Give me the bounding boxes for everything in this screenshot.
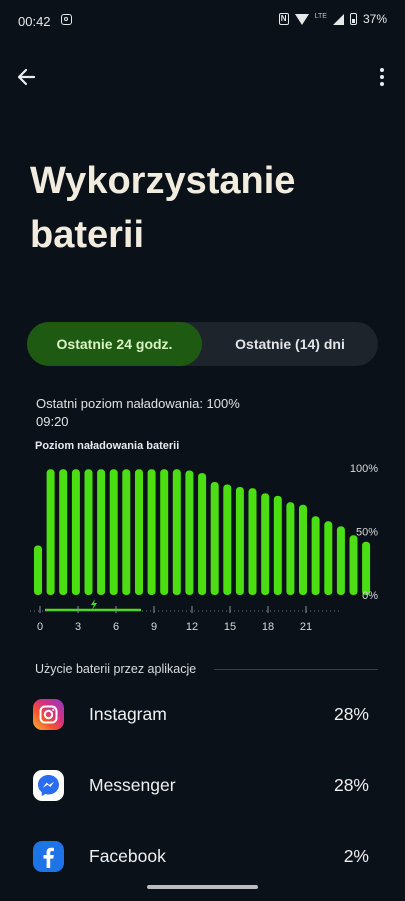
chart-bar xyxy=(185,470,194,595)
chart-bar xyxy=(235,487,244,595)
section-divider xyxy=(214,669,378,670)
battery-icon xyxy=(349,13,357,25)
y-tick-label: 0% xyxy=(362,590,378,602)
x-tick-label: 6 xyxy=(113,621,119,633)
x-tick-label: 0 xyxy=(37,621,43,633)
x-tick-label: 9 xyxy=(151,621,157,633)
tab-last-24h[interactable]: Ostatnie 24 godz. xyxy=(27,322,202,366)
app-percent: 28% xyxy=(333,704,369,724)
page-title: Wykorzystanie baterii xyxy=(30,154,370,262)
chart-bar xyxy=(71,469,80,595)
app-row-messenger[interactable]: Messenger 28% xyxy=(0,770,405,830)
x-tick-label: 15 xyxy=(224,621,236,633)
chart-bar xyxy=(97,469,106,595)
chart-bar xyxy=(84,469,93,595)
signal-icon xyxy=(332,13,344,25)
app-name: Messenger xyxy=(89,775,176,795)
facebook-icon xyxy=(33,841,64,872)
status-bar: 00:42 N LTE 37% xyxy=(0,0,405,44)
chart-bar xyxy=(59,469,68,595)
app-name: Instagram xyxy=(89,704,167,724)
x-tick-label: 12 xyxy=(186,621,198,633)
messenger-icon xyxy=(33,770,64,801)
wifi-icon xyxy=(294,13,309,25)
chart-title: Poziom naładowania baterii xyxy=(35,440,180,452)
chart-bar xyxy=(160,469,169,595)
chart-bar xyxy=(261,493,270,595)
last-charge-text: Ostatni poziom naładowania: 100% xyxy=(36,396,240,411)
tab-last-14-days[interactable]: Ostatnie (14) dni xyxy=(235,336,345,352)
status-icons: N LTE 37% xyxy=(278,12,387,26)
last-charge-time: 09:20 xyxy=(36,414,69,429)
nfc-icon: N xyxy=(278,13,289,25)
page-title-line1: Wykorzystanie xyxy=(30,160,296,202)
chart-bar xyxy=(34,545,42,595)
chart-bar xyxy=(135,469,143,595)
chart-bar xyxy=(324,521,333,595)
chart-bar xyxy=(248,488,257,595)
back-arrow-icon[interactable] xyxy=(14,64,40,90)
x-tick-label: 3 xyxy=(75,621,81,633)
app-row-instagram[interactable]: Instagram 28% xyxy=(0,699,405,759)
chart-bar xyxy=(46,469,55,595)
x-tick-label: 18 xyxy=(262,621,274,633)
chart-bar xyxy=(198,473,207,595)
network-type-label: LTE xyxy=(314,12,327,20)
app-name: Facebook xyxy=(89,846,166,866)
app-percent: 2% xyxy=(343,846,369,866)
chart-bar xyxy=(299,504,307,595)
app-percent: 28% xyxy=(333,775,369,795)
chart-bar xyxy=(122,469,131,595)
time-range-tabs: Ostatnie 24 godz. Ostatnie (14) dni xyxy=(27,322,378,366)
status-time: 00:42 xyxy=(18,14,51,29)
chart-bar xyxy=(349,535,358,595)
app-row-facebook[interactable]: Facebook 2% xyxy=(0,841,405,901)
more-options-icon[interactable] xyxy=(371,64,393,90)
charging-bolt-icon xyxy=(91,599,97,610)
chart-bar xyxy=(311,516,320,595)
instagram-notification-icon xyxy=(61,14,72,25)
battery-level-chart: 100% 50% 0% 0 3 6 9 12 15 18 21 xyxy=(30,463,378,633)
chart-bar xyxy=(172,469,181,595)
instagram-icon xyxy=(33,699,64,730)
chart-bar xyxy=(336,526,345,595)
page-title-line2: baterii xyxy=(30,214,145,256)
home-indicator[interactable] xyxy=(147,885,258,889)
app-usage-header: Użycie baterii przez aplikacje xyxy=(35,662,197,676)
chart-bar xyxy=(147,469,156,595)
chart-bar xyxy=(223,484,232,595)
chart-bar xyxy=(273,495,282,595)
chart-bar xyxy=(210,482,219,595)
last-charge-info: Ostatni poziom naładowania: 100% 09:20 xyxy=(36,395,240,431)
chart-bar xyxy=(109,469,118,595)
battery-percent: 37% xyxy=(362,12,387,26)
chart-bar xyxy=(286,502,295,595)
y-tick-label: 100% xyxy=(350,463,378,475)
chart-bar xyxy=(362,541,371,595)
y-tick-label: 50% xyxy=(356,527,378,539)
x-tick-label: 21 xyxy=(300,621,312,633)
